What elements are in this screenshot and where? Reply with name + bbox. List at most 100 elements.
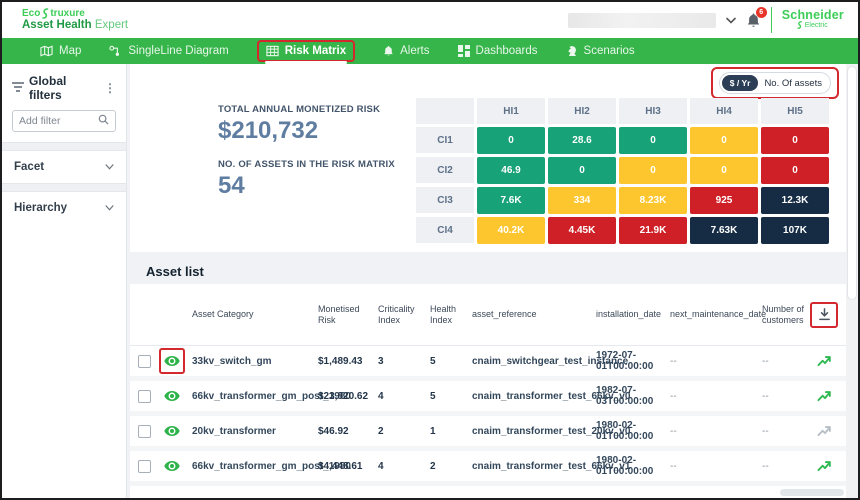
risk-matrix-icon — [266, 45, 279, 57]
sidebar-kebab-menu[interactable]: ⋮ — [104, 81, 116, 95]
nav-tab-alerts[interactable]: Alerts — [383, 41, 430, 61]
asset-reference-cell[interactable]: cnaim_transformer_test_66kv_v1 — [472, 460, 631, 472]
asset-count-label: NO. OF ASSETS IN THE RISK MATRIX — [218, 159, 395, 170]
asset-reference-cell[interactable]: cnaim_transformer_test_20kv_v0 — [472, 425, 631, 437]
toggle-no-of-assets[interactable]: No. Of assets — [764, 77, 822, 89]
column-header[interactable]: Number of customers — [762, 303, 805, 325]
column-header[interactable]: Health Index — [430, 303, 457, 325]
matrix-cell[interactable]: 46.9 — [477, 157, 545, 184]
matrix-cell[interactable]: 40.2K — [477, 217, 545, 244]
asset-category-cell[interactable]: 66kv_transformer_gm_post_1980 — [192, 390, 351, 402]
matrix-col-header: HI5 — [761, 98, 829, 124]
trending-up-icon[interactable] — [814, 386, 834, 406]
installation-date-cell: 1972-07-01T00:00:00 — [596, 350, 654, 372]
matrix-cell[interactable]: 8.23K — [619, 187, 687, 214]
installation-date-cell: 1980-02-01T00:00:00 — [596, 455, 654, 477]
trending-up-icon[interactable] — [814, 351, 834, 371]
nav-tab-singleline-diagram[interactable]: SingleLine Diagram — [109, 41, 229, 61]
nav-tab-scenarios[interactable]: Scenarios — [566, 41, 635, 61]
asset-category-cell[interactable]: 20kv_transformer — [192, 425, 276, 437]
download-button[interactable] — [810, 301, 838, 328]
sidebar-divider — [2, 183, 126, 192]
notification-badge: 6 — [755, 6, 767, 18]
add-filter-box — [12, 110, 116, 132]
toggle-dollar-per-year[interactable]: $ / Yr — [721, 75, 759, 91]
next-maintenance-cell: -- — [670, 425, 677, 437]
matrix-cell[interactable]: 0 — [761, 127, 829, 154]
matrix-cell[interactable]: 12.3K — [761, 187, 829, 214]
visibility-eye-icon[interactable] — [162, 386, 182, 406]
matrix-cell[interactable]: 7.63K — [690, 217, 758, 244]
sidebar-divider — [2, 142, 126, 151]
nav-tab-risk-matrix[interactable]: Risk Matrix — [256, 40, 356, 64]
matrix-cell[interactable]: 7.6K — [477, 187, 545, 214]
matrix-cell[interactable]: 925 — [690, 187, 758, 214]
visibility-eye-icon[interactable] — [162, 456, 182, 476]
user-name-redacted[interactable] — [567, 12, 716, 28]
row-checkbox[interactable] — [138, 459, 151, 473]
column-header[interactable]: installation_date — [596, 309, 662, 319]
map-icon — [40, 45, 53, 57]
logo-eco-text: Eco — [22, 8, 41, 19]
visibility-eye-icon[interactable] — [159, 347, 185, 374]
matrix-cell[interactable]: 28.6 — [548, 127, 616, 154]
nav-tab-label: Alerts — [400, 45, 430, 57]
asset-reference-cell[interactable]: cnaim_transformer_test_66kv_v0 — [472, 390, 631, 402]
trend-cell — [814, 351, 843, 372]
notifications-button[interactable]: 6 — [746, 6, 767, 29]
sidebar-section-facet[interactable]: Facet — [2, 151, 126, 183]
row-checkbox[interactable] — [138, 354, 151, 368]
horizontal-scrollbar-thumb[interactable] — [780, 489, 844, 496]
matrix-cell[interactable]: 0 — [690, 127, 758, 154]
asset-reference-cell[interactable]: cnaim_switchgear_test_instance — [472, 355, 629, 367]
electric-wordmark: Electric — [804, 21, 828, 29]
health-index-cell: 5 — [430, 355, 436, 367]
matrix-cell[interactable]: 0 — [548, 157, 616, 184]
trending-up-icon[interactable] — [814, 421, 834, 441]
nav-tab-label: Risk Matrix — [284, 45, 347, 57]
row-checkbox[interactable] — [138, 424, 151, 438]
monetised-risk-cell: $4,448.61 — [318, 460, 363, 472]
row-checkbox[interactable] — [138, 389, 151, 403]
nav-tab-dashboards[interactable]: Dashboards — [457, 41, 538, 61]
eye-cell — [159, 347, 192, 374]
sidebar-section-hierarchy[interactable]: Hierarchy — [2, 192, 126, 224]
matrix-cell[interactable]: 0 — [619, 127, 687, 154]
visibility-eye-icon[interactable] — [162, 421, 182, 441]
health-index-cell: 5 — [430, 390, 436, 402]
risk-heatmap-matrix: HI1 HI2 HI3 HI4 HI5 CI1 0 28.6 0 0 0 CI2 46.9 0 0 0 0 CI3… — [416, 98, 829, 244]
asset-category-cell[interactable]: 33kv_switch_gm — [192, 355, 272, 367]
vertical-scrollbar-thumb[interactable] — [847, 66, 857, 300]
nav-tab-map[interactable]: Map — [40, 41, 81, 61]
total-risk-value: $210,732 — [218, 117, 319, 144]
unit-toggle-wrap: $ / Yr No. Of assets — [710, 67, 839, 99]
asset-category-cell[interactable]: 66kv_transformer_gm_post_1980 — [192, 460, 351, 472]
criticality-index-cell: 3 — [378, 355, 384, 367]
checkbox-cell — [138, 354, 162, 368]
table-row: 66kv_transformer_gm_post_1980 $23,820.62 4… — [130, 381, 847, 416]
matrix-cell[interactable]: 4.45K — [548, 217, 616, 244]
column-header[interactable]: Criticality Index — [378, 303, 415, 325]
unit-toggle[interactable]: $ / Yr No. Of assets — [718, 72, 831, 94]
user-chevron-down-icon[interactable] — [725, 17, 736, 24]
matrix-cell[interactable]: 21.9K — [619, 217, 687, 244]
column-header[interactable]: asset_reference — [472, 309, 537, 319]
add-filter-input[interactable] — [19, 115, 98, 127]
customers-cell: -- — [762, 460, 769, 472]
column-header[interactable]: next_maintenance_date — [670, 309, 767, 319]
vertical-scrollbar[interactable] — [846, 64, 858, 498]
matrix-cell[interactable]: 0 — [761, 157, 829, 184]
criticality-index-cell: 4 — [378, 460, 384, 472]
matrix-cell[interactable]: 0 — [619, 157, 687, 184]
monetised-risk-cell: $46.92 — [318, 425, 349, 437]
matrix-cell[interactable]: 0 — [690, 157, 758, 184]
matrix-cell[interactable]: 334 — [548, 187, 616, 214]
trending-up-icon[interactable] — [814, 456, 834, 476]
customers-cell: -- — [762, 390, 769, 402]
column-header[interactable]: Monetised Risk — [318, 303, 360, 325]
matrix-cell[interactable]: 0 — [477, 127, 545, 154]
column-header[interactable]: Asset Category — [192, 309, 254, 319]
ecostruxure-logo: Eco truxure Asset Health Expert — [22, 8, 128, 32]
matrix-cell[interactable]: 107K — [761, 217, 829, 244]
